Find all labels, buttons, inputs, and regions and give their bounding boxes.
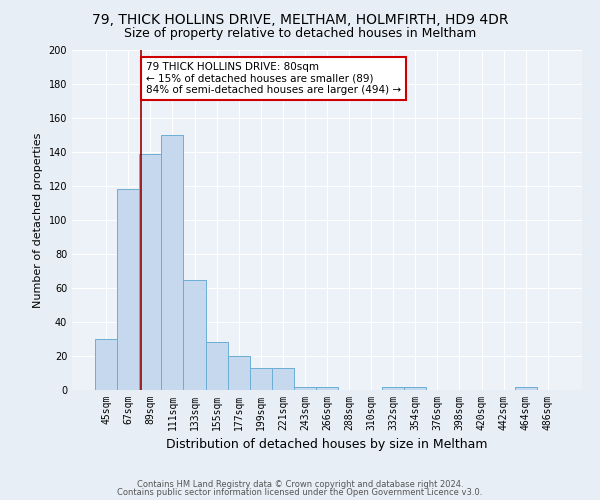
Bar — [161, 135, 184, 390]
Bar — [515, 386, 537, 390]
Bar — [382, 386, 404, 390]
Bar — [206, 342, 227, 390]
Bar — [227, 356, 250, 390]
Bar — [294, 386, 316, 390]
Bar — [117, 190, 139, 390]
Bar — [272, 368, 294, 390]
Text: Size of property relative to detached houses in Meltham: Size of property relative to detached ho… — [124, 28, 476, 40]
Bar — [184, 280, 206, 390]
Bar — [250, 368, 272, 390]
X-axis label: Distribution of detached houses by size in Meltham: Distribution of detached houses by size … — [166, 438, 488, 452]
Bar — [316, 386, 338, 390]
Bar — [404, 386, 427, 390]
Bar — [139, 154, 161, 390]
Text: Contains public sector information licensed under the Open Government Licence v3: Contains public sector information licen… — [118, 488, 482, 497]
Text: Contains HM Land Registry data © Crown copyright and database right 2024.: Contains HM Land Registry data © Crown c… — [137, 480, 463, 489]
Bar — [95, 339, 117, 390]
Y-axis label: Number of detached properties: Number of detached properties — [33, 132, 43, 308]
Text: 79, THICK HOLLINS DRIVE, MELTHAM, HOLMFIRTH, HD9 4DR: 79, THICK HOLLINS DRIVE, MELTHAM, HOLMFI… — [92, 12, 508, 26]
Text: 79 THICK HOLLINS DRIVE: 80sqm
← 15% of detached houses are smaller (89)
84% of s: 79 THICK HOLLINS DRIVE: 80sqm ← 15% of d… — [146, 62, 401, 95]
